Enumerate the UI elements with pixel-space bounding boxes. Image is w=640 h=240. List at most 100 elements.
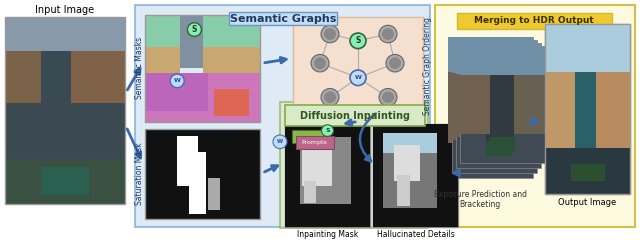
Bar <box>570 164 605 181</box>
Bar <box>545 149 630 194</box>
Bar <box>500 72 533 143</box>
Bar <box>460 46 545 75</box>
Bar <box>135 5 430 227</box>
Text: S: S <box>325 128 330 133</box>
Text: Prompts: Prompts <box>301 140 327 145</box>
Bar <box>351 124 370 227</box>
Bar <box>575 72 596 174</box>
Bar <box>490 75 513 140</box>
Text: Output Image: Output Image <box>558 198 616 207</box>
Bar <box>41 51 71 154</box>
Text: S: S <box>192 25 197 34</box>
Text: W: W <box>174 78 180 83</box>
Bar <box>545 24 630 194</box>
Text: Semantic Graphs: Semantic Graphs <box>230 14 336 24</box>
Bar <box>452 40 537 173</box>
Bar <box>293 18 423 120</box>
Bar <box>145 15 260 47</box>
Bar <box>452 40 537 73</box>
Bar <box>456 43 541 168</box>
Circle shape <box>324 91 336 103</box>
Bar <box>448 37 533 72</box>
Bar <box>285 105 425 126</box>
Bar <box>145 73 260 121</box>
Text: Diffusion Inpainting: Diffusion Inpainting <box>300 111 410 121</box>
Text: Merging to HDR Output: Merging to HDR Output <box>474 16 594 25</box>
Bar <box>145 73 208 111</box>
Circle shape <box>188 23 202 36</box>
Circle shape <box>386 54 404 72</box>
Bar <box>202 47 260 84</box>
Text: S: S <box>355 36 361 45</box>
Bar <box>545 24 630 72</box>
Bar <box>477 147 503 164</box>
Circle shape <box>321 89 339 106</box>
Bar <box>145 15 260 121</box>
Circle shape <box>324 28 336 40</box>
Bar <box>71 51 125 144</box>
Bar <box>383 132 436 153</box>
Circle shape <box>350 33 366 49</box>
Circle shape <box>379 89 397 106</box>
Bar <box>448 72 480 143</box>
Circle shape <box>382 91 394 103</box>
Bar <box>383 208 436 227</box>
Circle shape <box>382 28 394 40</box>
Bar <box>5 159 125 204</box>
Bar <box>5 18 125 204</box>
Bar <box>460 75 492 134</box>
Text: W: W <box>277 139 283 144</box>
Bar <box>177 137 198 186</box>
Bar <box>477 72 502 150</box>
Bar <box>513 75 545 134</box>
Circle shape <box>321 25 339 43</box>
Circle shape <box>273 135 287 149</box>
Bar <box>373 124 458 227</box>
Bar <box>285 124 300 227</box>
Bar <box>436 124 458 227</box>
Bar <box>457 13 612 29</box>
Bar <box>448 37 533 178</box>
Circle shape <box>311 54 329 72</box>
Bar <box>545 24 630 194</box>
Bar <box>505 73 537 140</box>
Bar <box>5 51 125 103</box>
Bar <box>486 141 511 156</box>
Text: Saturation Mask: Saturation Mask <box>136 143 145 205</box>
Bar <box>456 74 488 137</box>
Bar <box>145 47 179 84</box>
Bar <box>373 124 458 132</box>
Bar <box>292 130 330 143</box>
Bar <box>435 5 635 227</box>
Bar <box>302 140 332 186</box>
Bar <box>285 124 370 227</box>
Text: Semantic Masks: Semantic Masks <box>136 37 145 99</box>
Bar <box>452 73 484 140</box>
Circle shape <box>321 125 333 136</box>
Text: Exposure Prediction and
Bracketing: Exposure Prediction and Bracketing <box>433 190 527 209</box>
Bar <box>300 204 351 227</box>
Bar <box>304 180 316 203</box>
Circle shape <box>350 70 366 85</box>
Bar <box>595 72 630 149</box>
Bar <box>189 152 206 214</box>
Text: Semantic Graph Ordering: Semantic Graph Ordering <box>424 17 433 115</box>
Bar <box>482 73 506 146</box>
Bar <box>394 145 420 180</box>
Bar <box>482 144 508 160</box>
Bar <box>41 167 89 195</box>
Bar <box>285 124 370 137</box>
Bar <box>486 74 509 143</box>
Text: Hallucinated Details: Hallucinated Details <box>376 230 454 239</box>
Text: Input Image: Input Image <box>35 5 95 15</box>
Bar <box>373 124 383 227</box>
Bar <box>179 15 202 68</box>
Bar <box>545 72 580 149</box>
Circle shape <box>314 57 326 69</box>
Circle shape <box>389 57 401 69</box>
Bar <box>509 74 541 137</box>
Bar <box>214 90 248 116</box>
Bar <box>460 46 545 163</box>
Bar <box>208 179 220 210</box>
Circle shape <box>170 74 184 88</box>
